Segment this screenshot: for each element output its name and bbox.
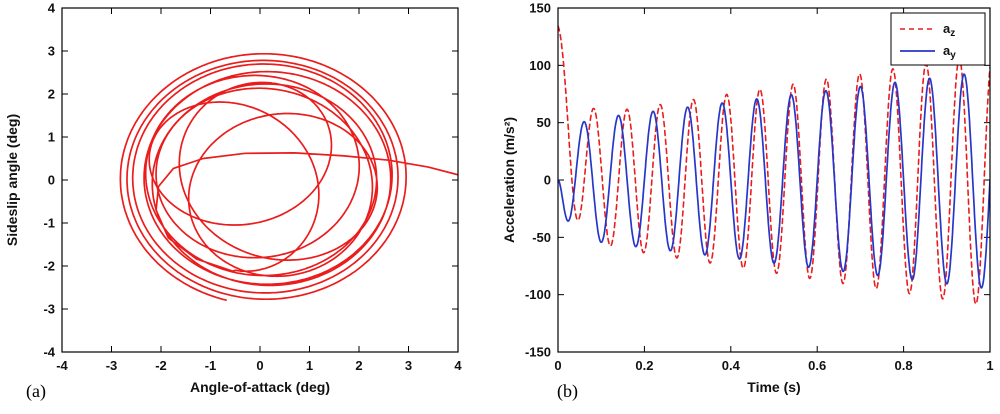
x-tick-label: 2	[355, 358, 362, 373]
series-alpha-beta-trajectory	[119, 52, 458, 301]
y-tick-label: -4	[43, 345, 55, 360]
y-axis-label: Sideslip angle (deg)	[4, 114, 20, 246]
x-tick-label: 0	[256, 358, 263, 373]
panel-b: 0 0.2 0.4 0.6 0.8 1 -150 -100 -50 0 50 100 150 Time (…	[500, 0, 1000, 414]
x-tick-label: -2	[155, 358, 167, 373]
panel-a-caption: (a)	[26, 381, 46, 401]
y-tick-label: 0	[48, 173, 55, 188]
panel-a: -4 -3 -2 -1 0 1 2 3 4 -4 -3 -2 -1 0 1 2 3 4 Angle-of-attac…	[4, 1, 462, 402]
y-tick-label: -150	[525, 345, 551, 360]
x-axis-label: Time (s)	[747, 379, 800, 395]
y-tick-label: -100	[525, 287, 551, 302]
y-tick-label: 150	[529, 1, 551, 16]
x-tick-label: 0.8	[895, 358, 913, 373]
x-tick-label: 4	[454, 358, 462, 373]
x-tick-label: 3	[405, 358, 412, 373]
y-tick-label: -2	[43, 259, 55, 274]
axes-box	[557, 7, 991, 353]
y-tick-label: -1	[43, 216, 55, 231]
series-ay	[558, 73, 990, 289]
y-tick-label: 2	[48, 87, 55, 102]
x-axis-label: Angle-of-attack (deg)	[190, 379, 330, 395]
x-tick-label: 0.4	[722, 358, 741, 373]
x-tick-label: 0.2	[635, 358, 653, 373]
x-tick-label: -1	[205, 358, 217, 373]
x-tick-label: 1	[986, 358, 993, 373]
x-tick-label: -4	[56, 358, 68, 373]
x-tick-label: 1	[306, 358, 313, 373]
legend-box	[890, 12, 986, 66]
y-tick-label: -50	[532, 230, 551, 245]
x-tick-label: -3	[106, 358, 118, 373]
y-tick-label: 4	[48, 1, 56, 16]
y-axis-label: Acceleration (m/s²)	[501, 117, 517, 243]
acceleration-chart: 0 0.2 0.4 0.6 0.8 1 -150 -100 -50 0 50 100 150 Time (…	[501, 1, 994, 396]
y-tick-label: 50	[537, 115, 551, 130]
x-tick-label: 0.6	[808, 358, 826, 373]
y-tick-label: 1	[48, 130, 55, 145]
y-tick-label: 3	[48, 44, 55, 59]
phase-portrait-chart: -4 -3 -2 -1 0 1 2 3 4 -4 -3 -2 -1 0 1 2 3 4 Angle-of-attac…	[4, 1, 462, 396]
y-tick-label: -3	[43, 302, 55, 317]
y-tick-label: 0	[544, 173, 551, 188]
x-tick-label: 0	[554, 358, 561, 373]
panel-b-caption: (b)	[557, 381, 578, 401]
axes-box	[61, 7, 459, 353]
y-tick-label: 100	[529, 58, 551, 73]
